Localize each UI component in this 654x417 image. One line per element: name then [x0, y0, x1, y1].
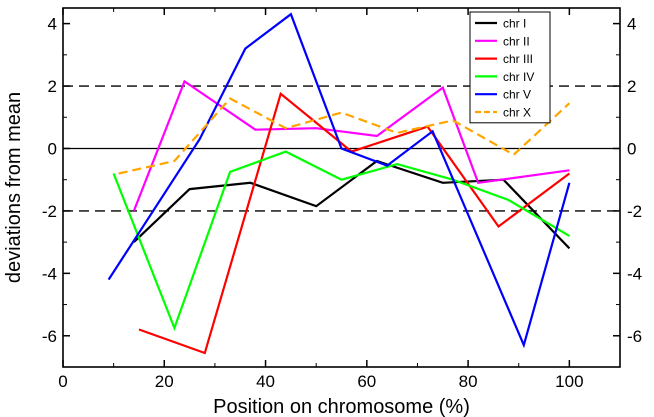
y-tick-label-right: -6 [627, 327, 642, 346]
y-tick-label-right: 4 [627, 15, 636, 34]
legend-label: chr III [503, 52, 533, 66]
series-layer [107, 12, 571, 355]
x-tick-label: 60 [357, 372, 376, 391]
y-tick-label-right: 0 [627, 139, 636, 158]
legend-box [469, 11, 551, 124]
y-tick-label-right: 2 [627, 77, 636, 96]
series-line-chr-i [133, 159, 571, 250]
y-tick-label: 0 [48, 139, 57, 158]
x-tick-label: 40 [256, 372, 275, 391]
legend-label: chr II [503, 34, 530, 48]
plot-frame [62, 7, 621, 368]
legend-label: chr V [503, 88, 531, 102]
y-tick-label: -4 [42, 264, 57, 283]
series-line-chr-v [107, 12, 571, 349]
y-tick-label: 4 [48, 15, 57, 34]
y-axis-label: deviations from mean [3, 92, 25, 283]
y-tick-label: -2 [42, 202, 57, 221]
y-tick-label-right: -2 [627, 202, 642, 221]
series-line-chr-iv [112, 150, 570, 332]
legend-label: chr I [503, 17, 526, 31]
series-line-chr-x [118, 97, 571, 175]
legend: chr I chr II chr III chr IV chr V chr X [469, 11, 551, 124]
x-tick-label: 20 [155, 372, 174, 391]
series-line-chr-ii [132, 79, 570, 212]
y-tick-label-right: -4 [627, 264, 642, 283]
y-tick-label: 2 [48, 77, 57, 96]
x-tick-label: 80 [459, 372, 478, 391]
x-tick-label: 100 [555, 372, 583, 391]
legend-label: chr X [503, 106, 531, 120]
x-axis-label: Position on chromosome (%) [213, 396, 470, 417]
ticks-layer: 0 20 40 60 80 100 -6 -6 -4 -4 -2 -2 0 0 2 2 4 4 [42, 8, 642, 391]
x-tick-label: 0 [58, 372, 67, 391]
y-tick-label: -6 [42, 327, 57, 346]
legend-label: chr IV [503, 70, 534, 84]
